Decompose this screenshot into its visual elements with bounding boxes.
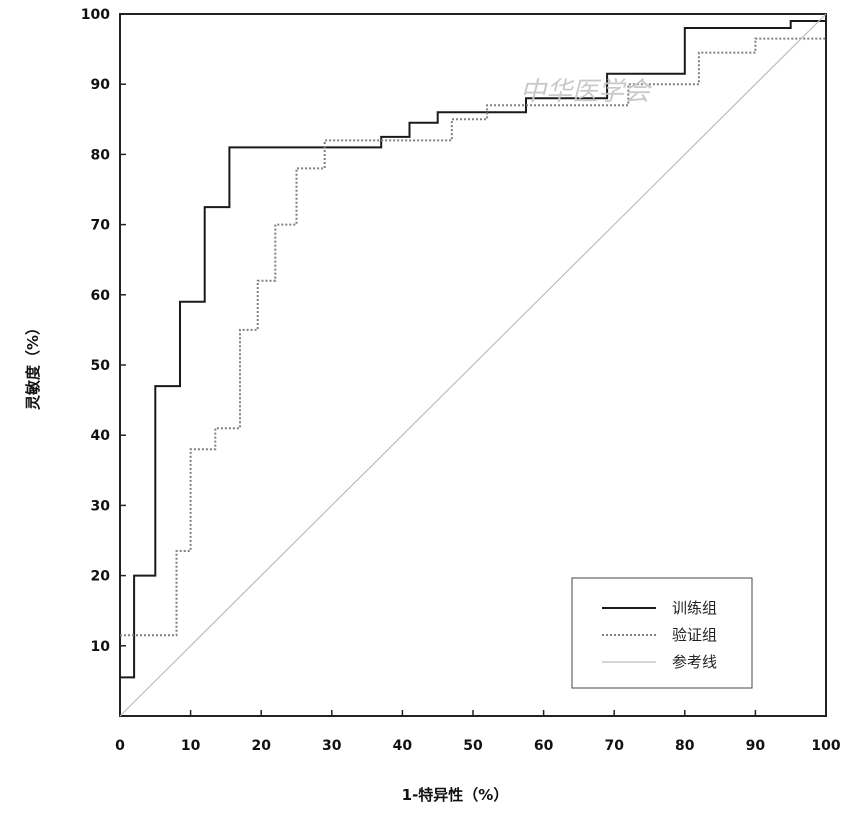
y-tick-label: 70 — [91, 218, 111, 234]
x-tick-label: 10 — [181, 738, 201, 754]
y-tick-label: 40 — [91, 428, 111, 444]
train-roc-line — [120, 20, 826, 679]
x-tick-label: 20 — [251, 738, 271, 754]
y-axis-label: 灵敏度（%） — [24, 320, 42, 410]
y-tick-label: 30 — [91, 498, 111, 514]
legend-label-validation: 验证组 — [672, 626, 717, 644]
reference-line — [119, 13, 827, 717]
y-tick-label: 90 — [91, 77, 111, 93]
x-tick-label: 100 — [811, 738, 840, 754]
y-tick-label: 50 — [91, 358, 111, 374]
x-tick-label: 60 — [534, 738, 554, 754]
legend-label-train: 训练组 — [672, 599, 717, 617]
tick-layer: 0 10 20 30 40 50 60 70 80 90 100 10 20 30 40 50 60 70 80 90… — [81, 7, 841, 754]
x-tick-label: 40 — [393, 738, 413, 754]
y-tick-label: 60 — [91, 288, 111, 304]
watermark-text: 中华医学会 — [520, 77, 653, 107]
x-tick-label: 70 — [604, 738, 624, 754]
y-tick-label: 20 — [91, 569, 111, 585]
x-tick-label: 0 — [115, 738, 125, 754]
x-tick-label: 90 — [746, 738, 766, 754]
series-layer — [119, 13, 827, 717]
legend: 训练组 验证组 参考线 — [571, 577, 753, 689]
x-tick-label: 30 — [322, 738, 342, 754]
validation-roc-line — [120, 37, 826, 637]
legend-box — [571, 577, 753, 689]
x-axis-label: 1-特异性（%） — [402, 786, 509, 804]
y-tick-label: 100 — [81, 7, 110, 23]
x-tick-label: 80 — [675, 738, 695, 754]
x-tick-label: 50 — [463, 738, 483, 754]
y-tick-label: 80 — [91, 147, 111, 163]
y-tick-label: 10 — [91, 639, 111, 655]
legend-label-reference: 参考线 — [672, 653, 717, 671]
